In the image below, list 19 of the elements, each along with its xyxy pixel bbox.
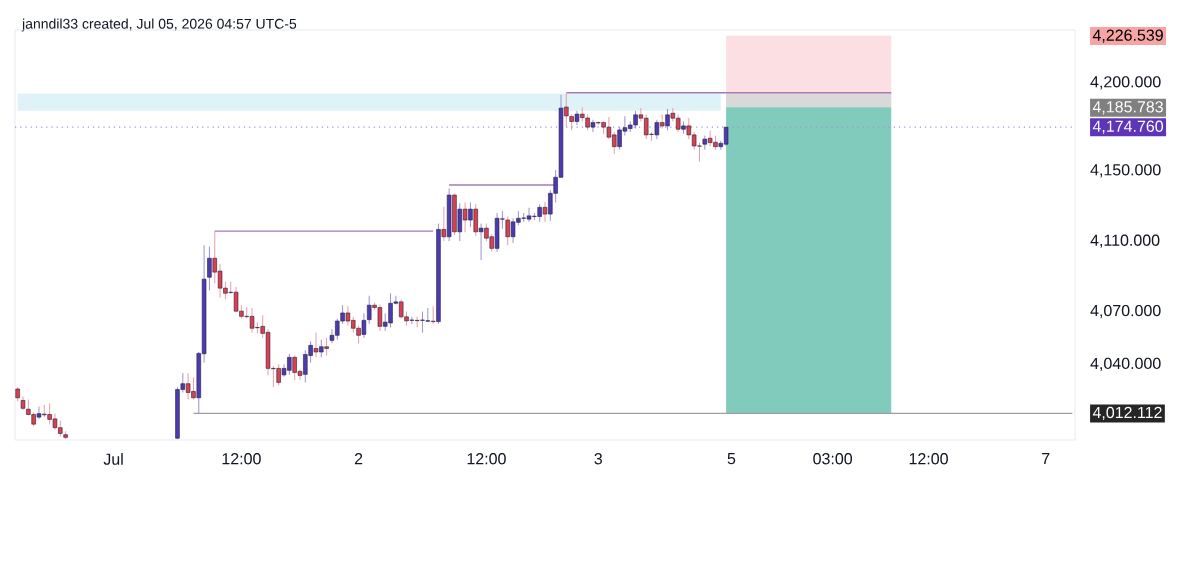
y-tick-label: 4,150.000 xyxy=(1090,164,1161,178)
x-tick-label: 5 xyxy=(727,453,736,465)
ref-line-label: 4,174.760 xyxy=(1092,120,1164,134)
y-tick-label: 4,226.539 xyxy=(1092,29,1163,43)
y-tick-label: 4,200.000 xyxy=(1090,76,1161,90)
chart-title: janndil33 created, Jul 05, 2026 04:57 UTC-5 xyxy=(21,18,297,32)
x-tick-label: 2 xyxy=(354,453,363,465)
x-tick-label: 3 xyxy=(594,453,603,465)
y-tick-label: 4,110.000 xyxy=(1090,234,1160,248)
x-tick-label: 12:00 xyxy=(222,453,261,465)
y-tick-label: 4,040.000 xyxy=(1090,357,1161,371)
y-tick-label: 4,185.783 xyxy=(1092,101,1163,115)
y-tick-label: 4,012.112 xyxy=(1092,406,1162,421)
x-tick-label: 12:00 xyxy=(467,453,506,465)
x-tick-label: 03:00 xyxy=(813,453,853,465)
y-tick-label: 4,070.000 xyxy=(1090,304,1161,319)
x-tick-label: 7 xyxy=(1042,453,1050,465)
x-tick-label: Jul xyxy=(103,453,123,465)
x-tick-label: 12:00 xyxy=(909,453,948,465)
